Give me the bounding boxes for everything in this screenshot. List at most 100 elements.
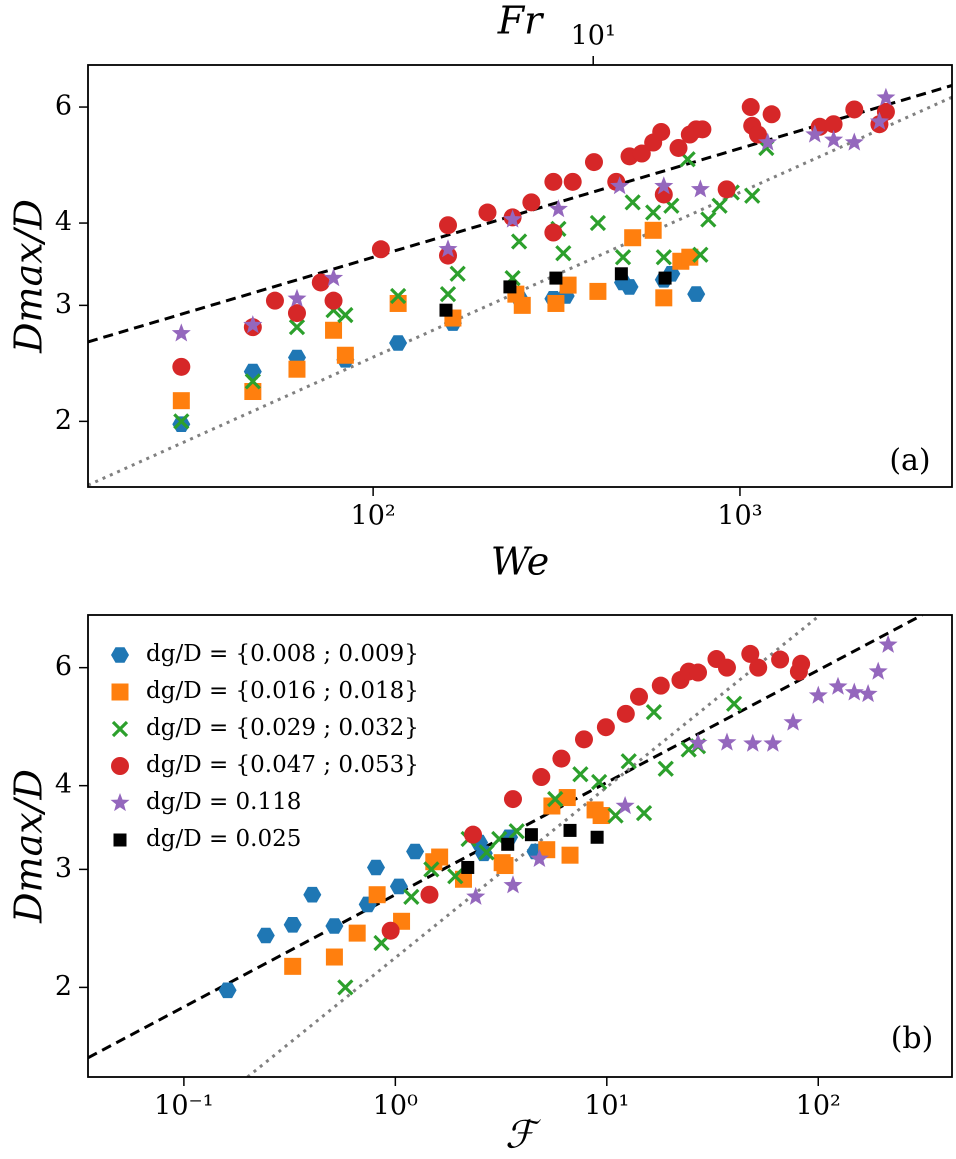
point <box>311 273 330 292</box>
point <box>423 861 440 878</box>
point <box>584 153 603 172</box>
point <box>503 875 523 894</box>
point <box>741 98 760 117</box>
legend-label: dg/D = {0.029 ; 0.032} <box>146 715 419 741</box>
point <box>620 753 637 770</box>
point <box>284 957 302 975</box>
point <box>614 249 632 266</box>
point <box>680 741 697 758</box>
point <box>805 124 825 143</box>
point <box>431 848 449 866</box>
point <box>510 233 528 250</box>
point <box>574 730 593 749</box>
point <box>503 209 523 228</box>
point <box>438 239 458 258</box>
y-tick-label: 4 <box>55 207 72 238</box>
panel-label: (a) <box>889 443 930 478</box>
point <box>762 105 781 124</box>
point <box>325 918 344 934</box>
point <box>287 288 307 307</box>
point <box>561 846 579 864</box>
point <box>447 868 464 885</box>
point <box>635 804 653 822</box>
point <box>590 830 604 844</box>
point <box>538 841 556 859</box>
point <box>844 132 864 151</box>
point <box>711 197 728 214</box>
point <box>389 878 408 895</box>
y-tick-label: 2 <box>55 405 72 436</box>
point <box>687 286 706 302</box>
point <box>348 924 366 942</box>
point <box>172 392 190 410</box>
point <box>808 685 828 704</box>
point <box>172 416 191 432</box>
point <box>651 676 670 695</box>
legend-marker <box>111 720 129 738</box>
legend-label: dg/D = {0.008 ; 0.009} <box>146 641 419 667</box>
point <box>688 733 708 752</box>
point <box>478 844 495 861</box>
y-tick-label: 6 <box>55 651 72 682</box>
plot-area <box>88 84 952 487</box>
point <box>552 749 571 768</box>
point <box>464 825 483 844</box>
legend-label: dg/D = 0.118 <box>146 789 301 815</box>
point <box>690 179 710 198</box>
point <box>689 663 708 682</box>
point <box>173 413 190 430</box>
point <box>555 245 572 262</box>
point <box>645 703 663 721</box>
point <box>669 138 688 157</box>
x-axis-label: ℱ <box>505 1113 541 1157</box>
point <box>368 886 386 904</box>
point <box>503 280 517 294</box>
point <box>632 144 651 163</box>
x-tick-label: 10² <box>351 501 396 532</box>
y-axis-label: Dmax/D <box>7 199 51 354</box>
point <box>645 204 662 221</box>
point <box>655 289 673 307</box>
point <box>503 790 522 809</box>
point <box>869 111 889 130</box>
fit-line <box>246 615 822 1077</box>
point <box>218 982 237 999</box>
point <box>171 323 191 342</box>
x-tick-label: 10³ <box>717 501 762 532</box>
x-tick-label: 10¹ <box>584 1091 629 1122</box>
point <box>858 684 878 703</box>
point <box>439 216 458 235</box>
point <box>544 223 563 242</box>
point <box>336 346 354 364</box>
point <box>288 319 306 336</box>
point <box>461 860 475 874</box>
point <box>439 303 453 317</box>
point <box>548 199 568 218</box>
legend-marker <box>111 647 129 663</box>
point <box>868 661 888 680</box>
point <box>303 886 322 903</box>
point <box>771 650 790 669</box>
point <box>367 859 385 876</box>
y-tick-label: 4 <box>55 769 72 800</box>
point <box>337 306 354 324</box>
point <box>658 271 672 285</box>
point <box>265 291 284 310</box>
point <box>547 294 565 312</box>
point <box>828 676 848 695</box>
x-tick-label: 10⁻¹ <box>154 1091 213 1122</box>
point <box>792 654 811 673</box>
point <box>449 265 466 282</box>
point <box>522 193 541 212</box>
point <box>371 240 390 259</box>
point <box>878 634 898 653</box>
point <box>324 268 344 287</box>
point <box>325 321 343 339</box>
point <box>749 125 768 144</box>
point <box>783 712 803 731</box>
point <box>288 360 306 378</box>
point <box>744 187 761 204</box>
point <box>596 718 615 737</box>
point <box>758 132 778 151</box>
